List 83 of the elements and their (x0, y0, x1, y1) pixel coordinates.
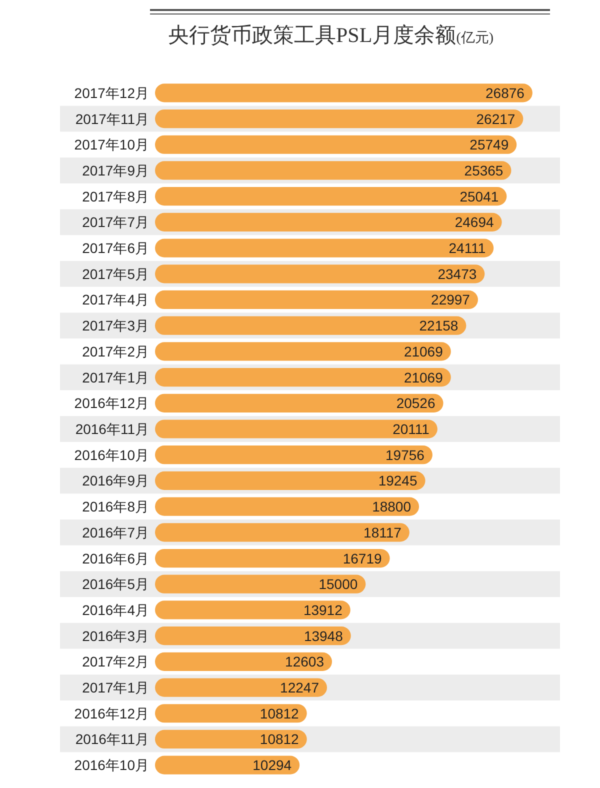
y-tick-label: 2016年12月 (74, 395, 149, 412)
data-label: 18800 (372, 498, 412, 515)
chart-title: 央行货币政策工具PSL月度余额 (168, 23, 456, 47)
data-label: 25041 (460, 188, 499, 204)
y-tick-label: 2016年4月 (82, 602, 149, 618)
data-label: 25749 (470, 136, 509, 153)
bar (155, 652, 332, 671)
bar (155, 394, 444, 412)
y-tick-label: 2017年8月 (82, 188, 149, 204)
bar (155, 420, 438, 438)
bar (155, 135, 517, 154)
y-tick-label: 2017年3月 (82, 318, 149, 334)
y-tick-label: 2017年11月 (75, 110, 149, 127)
bar (155, 548, 390, 568)
y-tick-label: 2016年5月 (82, 576, 149, 592)
chart-subtitle: (亿元) (456, 30, 494, 46)
data-label: 19756 (386, 446, 425, 463)
y-tick-label: 2016年7月 (82, 524, 149, 540)
data-label: 26876 (486, 84, 525, 101)
y-tick-label: 2016年8月 (82, 498, 149, 515)
bar (155, 212, 502, 232)
bar (155, 704, 307, 723)
bar (155, 523, 410, 542)
y-tick-label: 2017年7月 (82, 214, 149, 230)
y-tick-label: 2017年1月 (82, 369, 149, 386)
bar (155, 368, 451, 387)
y-tick-label: 2016年6月 (82, 550, 149, 566)
bar (155, 497, 420, 516)
bar (155, 446, 432, 464)
y-tick-label: 2017年10月 (74, 136, 149, 153)
data-label: 22158 (419, 318, 458, 334)
y-tick-label: 2017年1月 (82, 680, 149, 696)
bar (155, 678, 327, 697)
y-tick-label: 2017年2月 (82, 654, 149, 670)
data-label: 21069 (404, 343, 444, 360)
bar (155, 342, 451, 361)
y-tick-label: 2017年9月 (82, 162, 149, 178)
y-tick-label: 2016年11月 (75, 731, 149, 748)
bar (155, 109, 524, 128)
bar (155, 264, 485, 284)
bar (155, 161, 512, 180)
y-tick-label: 2016年10月 (74, 757, 149, 774)
bar (155, 471, 426, 490)
y-tick-label: 2016年10月 (74, 446, 149, 463)
data-label: 13912 (303, 602, 343, 618)
y-tick-label: 2016年3月 (82, 628, 149, 644)
data-label: 10812 (260, 705, 300, 722)
bar (155, 187, 507, 206)
bar (155, 316, 466, 335)
bar (155, 84, 532, 102)
data-label: 20526 (396, 395, 436, 412)
bar (155, 238, 494, 258)
data-label: 12603 (285, 654, 324, 670)
data-label: 12247 (280, 680, 320, 696)
y-tick-label: 2017年5月 (82, 266, 149, 282)
y-tick-label: 2017年4月 (82, 292, 149, 308)
y-tick-label: 2016年9月 (82, 472, 149, 489)
data-label: 18117 (364, 524, 402, 540)
bar (155, 626, 351, 646)
data-label: 22997 (431, 292, 470, 308)
data-label: 24694 (454, 214, 494, 230)
data-label: 10294 (252, 757, 292, 774)
data-label: 24111 (448, 240, 486, 256)
data-label: 15000 (318, 576, 358, 592)
data-label: 19245 (378, 472, 418, 489)
bar (155, 600, 350, 620)
y-tick-label: 2016年11月 (75, 421, 149, 437)
y-tick-label: 2016年12月 (74, 705, 149, 722)
bar (155, 756, 300, 774)
bar (155, 730, 307, 749)
y-tick-label: 2017年2月 (82, 343, 149, 360)
bar (155, 290, 478, 310)
data-label: 23473 (438, 266, 477, 282)
data-label: 20111 (392, 421, 430, 437)
y-tick-label: 2017年12月 (74, 84, 149, 101)
data-label: 26217 (476, 110, 516, 127)
data-label: 13948 (304, 628, 344, 644)
data-label: 25365 (464, 162, 504, 178)
bar (155, 574, 366, 594)
data-label: 21069 (404, 369, 444, 386)
data-label: 10812 (260, 731, 300, 748)
y-tick-label: 2017年6月 (82, 240, 149, 256)
data-label: 16719 (342, 550, 382, 566)
